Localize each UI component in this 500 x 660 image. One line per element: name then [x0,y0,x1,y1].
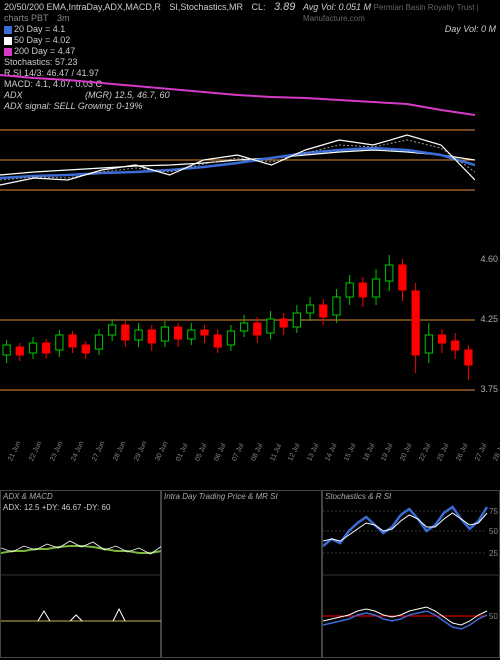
svg-text:50: 50 [489,527,498,536]
ema-price-chart [0,0,475,210]
price-label: 4.25 [480,314,498,324]
intraday-chart [162,491,323,659]
svg-text:50: 50 [489,612,498,621]
adx-values: ADX: 12.5 +DY: 46.67 -DY: 60 [3,503,110,512]
price-label: 4.60 [480,254,498,264]
stoch-title: Stochastics & R SI [325,492,391,501]
intraday-panel: Intra Day Trading Price & MR SI [161,490,322,658]
bottom-panels: ADX & MACD ADX: 12.5 +DY: 46.67 -DY: 60 … [0,490,500,658]
date-axis: 21 Jun22 Jun23 Jun24 Jun27 Jun28 Jun29 J… [0,456,475,480]
svg-text:75: 75 [489,507,498,516]
intraday-title: Intra Day Trading Price & MR SI [164,492,278,501]
price-axis: 4.60 4.25 3.75 [475,0,500,460]
adx-macd-panel: ADX & MACD ADX: 12.5 +DY: 46.67 -DY: 60 [0,490,161,658]
adx-chart [1,491,162,659]
adx-panel-title: ADX & MACD [3,492,53,501]
price-label: 3.75 [480,384,498,394]
stoch-rsi-panel: Stochastics & R SI 75 50 25 50 [322,490,500,658]
stoch-chart: 75 50 25 50 [323,491,500,659]
svg-text:25: 25 [489,549,498,558]
candlestick-chart [0,235,475,455]
